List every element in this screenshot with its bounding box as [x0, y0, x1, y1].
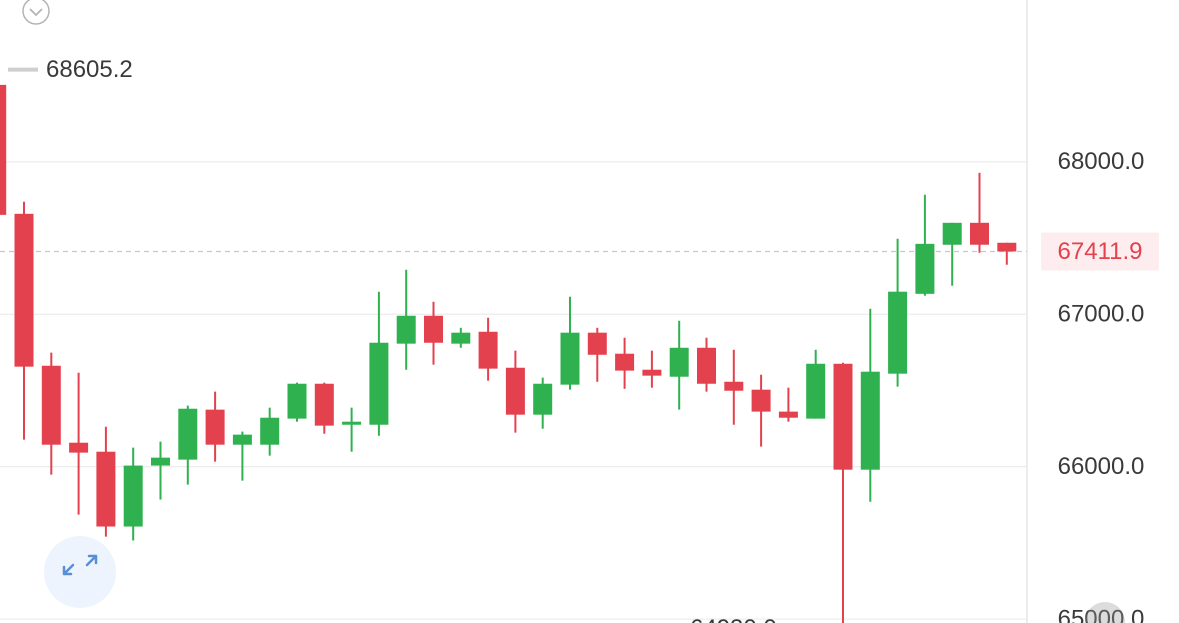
candle [778, 387, 798, 422]
candle [260, 407, 280, 456]
candle [724, 349, 744, 425]
candle [533, 377, 553, 429]
candle [205, 391, 225, 462]
candle-body [697, 347, 716, 384]
candle-body [505, 367, 525, 415]
candle-body [778, 411, 798, 418]
candle [96, 426, 116, 537]
candle-body [178, 408, 198, 460]
candle-body [860, 371, 880, 470]
candle-body [997, 242, 1017, 252]
plot: 65000.0 66000.0 67000.0 68000.0 68605.2 64930… [0, 56, 1159, 623]
expand-button[interactable] [44, 536, 116, 608]
candle [587, 327, 607, 382]
y-tick-label: 68000.0 [1058, 148, 1145, 175]
candle [314, 382, 334, 434]
candle [942, 222, 962, 286]
candle-body [915, 243, 935, 294]
candle-body [942, 222, 962, 245]
candle [342, 407, 362, 452]
candle [369, 291, 389, 436]
candle [915, 194, 935, 296]
scroll-handle [1085, 602, 1125, 623]
candle [505, 350, 525, 433]
candle [123, 447, 143, 541]
candle [41, 352, 61, 475]
candle [615, 337, 635, 389]
candle-body [451, 332, 471, 344]
candle [14, 201, 34, 440]
candle [69, 372, 89, 515]
candle [178, 405, 198, 485]
candle [451, 327, 471, 348]
candle-body [123, 465, 143, 527]
candle-body [69, 442, 89, 453]
candle-body [260, 417, 280, 445]
candle [396, 269, 416, 370]
candle-body [751, 389, 771, 412]
y-tick-label: 65000.0 [1058, 605, 1145, 623]
candle-body [314, 383, 334, 426]
candle [424, 301, 443, 365]
collapse-circle [22, 0, 50, 25]
candle [478, 317, 498, 381]
y-tick-label: 66000.0 [1058, 453, 1145, 480]
candle-body [205, 409, 225, 445]
expand-circle [44, 536, 116, 608]
candle [151, 441, 170, 500]
candle-body [287, 383, 307, 419]
chevron-icon [29, 8, 43, 17]
candle [669, 320, 689, 410]
candle [642, 350, 662, 388]
expand-icon [62, 554, 98, 576]
candle-body [14, 213, 34, 367]
candle [806, 349, 826, 419]
max-marker-label: 68605.2 [46, 56, 133, 83]
collapse-button[interactable] [22, 0, 50, 25]
candle [697, 337, 716, 392]
candle-body [642, 369, 662, 376]
min-marker-label: 64930.0 [690, 615, 777, 623]
candle [833, 362, 853, 623]
candle-body [478, 331, 498, 369]
candle-body [369, 342, 389, 425]
last-price-tag [1041, 232, 1159, 271]
candle [997, 242, 1017, 265]
candle [970, 172, 989, 253]
candle-body [806, 363, 826, 419]
candle [232, 431, 252, 481]
candle-body [888, 291, 908, 374]
candle-body [396, 315, 416, 344]
candle [751, 374, 771, 447]
candle-body [0, 84, 7, 215]
candle-body [232, 434, 252, 445]
candle-body [724, 381, 744, 391]
candle-body [151, 457, 170, 466]
candle [860, 308, 880, 502]
y-tick-label: 67000.0 [1058, 301, 1145, 328]
candle [560, 296, 580, 390]
candle-body [587, 332, 607, 355]
candle-body [533, 383, 553, 415]
candle-body [669, 347, 689, 377]
candle-body [41, 365, 61, 445]
candle [888, 238, 908, 387]
candle-body [970, 222, 989, 245]
candle-body [96, 451, 116, 527]
candle-body [833, 363, 853, 470]
candle-body [424, 315, 443, 343]
candle [0, 84, 7, 215]
candle-body [560, 332, 580, 385]
candle-body [615, 353, 635, 371]
candle-body [342, 421, 362, 425]
candle [287, 382, 307, 422]
last-price-label: 67411.9 [1058, 238, 1143, 265]
